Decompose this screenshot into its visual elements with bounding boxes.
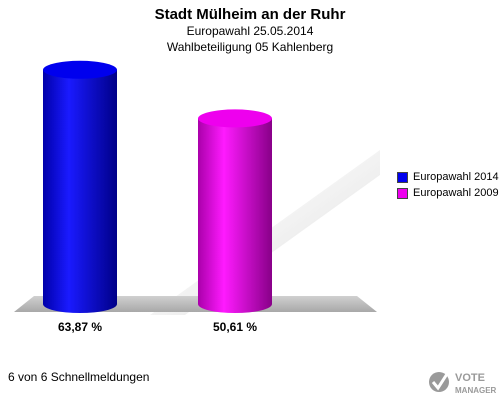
bar-group [43,60,272,314]
value-label-1: 50,61 % [213,320,257,334]
vote-manager-logo: VOTE MANAGER [428,366,500,398]
bar-top-0 [43,60,117,79]
legend-swatch-2009 [397,187,408,199]
bar-body-1 [198,118,272,314]
legend-item-2014: Europawahl 2014 [397,171,499,183]
logo-text-top: VOTE [455,372,485,384]
bar-body-0 [43,69,117,313]
chart-title: Stadt Mülheim an der Ruhr [154,6,346,23]
bar-1 [198,109,272,314]
legend-label-2009: Europawahl 2009 [413,187,499,199]
vote-check-icon [429,372,449,392]
value-label-group: 63,87 % 50,61 % [58,320,257,334]
logo-text-bottom: MANAGER [455,386,497,395]
value-label-0: 63,87 % [58,320,102,334]
bar-0 [43,60,117,313]
bar-top-1 [198,109,272,128]
legend-swatch-2014 [397,171,408,183]
legend-label-2014: Europawahl 2014 [413,171,499,183]
footer-status: 6 von 6 Schnellmeldungen [8,370,150,384]
legend-item-2009: Europawahl 2009 [397,187,499,199]
chart-subtitle-2: Wahlbeteiligung 05 Kahlenberg [166,40,334,54]
chart-subtitle: Europawahl 25.05.2014 [186,24,314,38]
